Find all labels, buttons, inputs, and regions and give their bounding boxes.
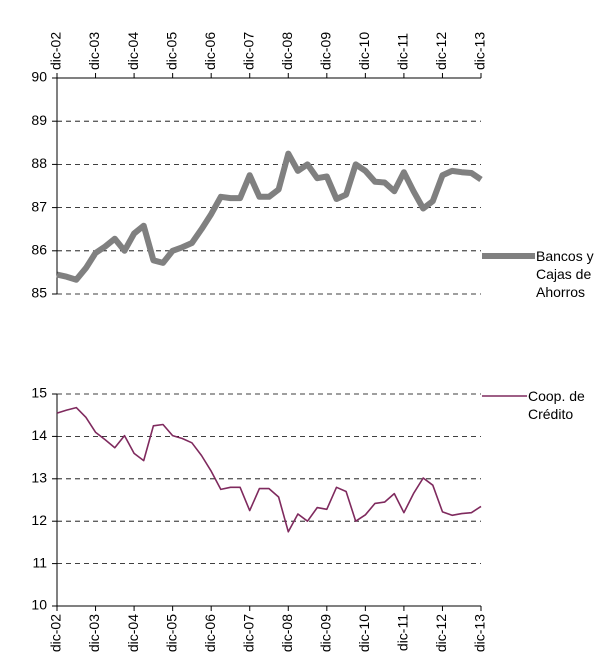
x-tick-label: dic-11 bbox=[395, 614, 411, 651]
series-line bbox=[56, 406, 482, 533]
y-tick-label: 86 bbox=[31, 242, 47, 258]
y-tick-label: 87 bbox=[31, 198, 47, 214]
series-line bbox=[56, 150, 483, 283]
x-tick-label: dic-08 bbox=[279, 32, 295, 70]
x-tick-label: dic-13 bbox=[472, 32, 488, 70]
x-tick-label: dic-02 bbox=[48, 32, 64, 70]
x-tick-label: dic-02 bbox=[48, 614, 64, 652]
y-tick-label: 10 bbox=[31, 597, 47, 613]
x-tick-label: dic-12 bbox=[433, 32, 449, 70]
legend-label: Coop. de Crédito bbox=[528, 388, 585, 422]
y-tick-label: 14 bbox=[31, 427, 47, 443]
legend-label: Bancos y Cajas de Ahorros bbox=[536, 248, 594, 300]
x-tick-label: dic-11 bbox=[395, 33, 411, 70]
x-tick-label: dic-06 bbox=[202, 32, 218, 70]
x-tick-label: dic-05 bbox=[163, 614, 179, 652]
x-tick-label: dic-03 bbox=[86, 614, 102, 652]
y-tick-label: 85 bbox=[31, 285, 47, 301]
x-tick-label: dic-10 bbox=[356, 614, 372, 652]
x-tick-label: dic-10 bbox=[356, 32, 372, 70]
x-tick-label: dic-04 bbox=[125, 32, 141, 70]
x-tick-label: dic-09 bbox=[318, 32, 334, 70]
x-tick-label: dic-09 bbox=[318, 614, 334, 652]
y-tick-label: 90 bbox=[31, 69, 47, 85]
y-tick-label: 88 bbox=[31, 155, 47, 171]
x-tick-label: dic-03 bbox=[86, 32, 102, 70]
x-tick-label: dic-06 bbox=[202, 614, 218, 652]
x-tick-label: dic-08 bbox=[279, 614, 295, 652]
x-tick-label: dic-04 bbox=[125, 614, 141, 652]
y-tick-label: 12 bbox=[31, 512, 47, 528]
y-tick-label: 89 bbox=[31, 112, 47, 128]
x-tick-label: dic-07 bbox=[240, 614, 256, 652]
y-tick-label: 13 bbox=[31, 470, 47, 486]
y-tick-label: 11 bbox=[32, 554, 47, 570]
x-tick-label: dic-07 bbox=[240, 32, 256, 70]
x-tick-label: dic-05 bbox=[163, 32, 179, 70]
y-tick-label: 15 bbox=[31, 385, 47, 401]
x-tick-label: dic-12 bbox=[433, 614, 449, 652]
x-tick-label: dic-13 bbox=[472, 614, 488, 652]
